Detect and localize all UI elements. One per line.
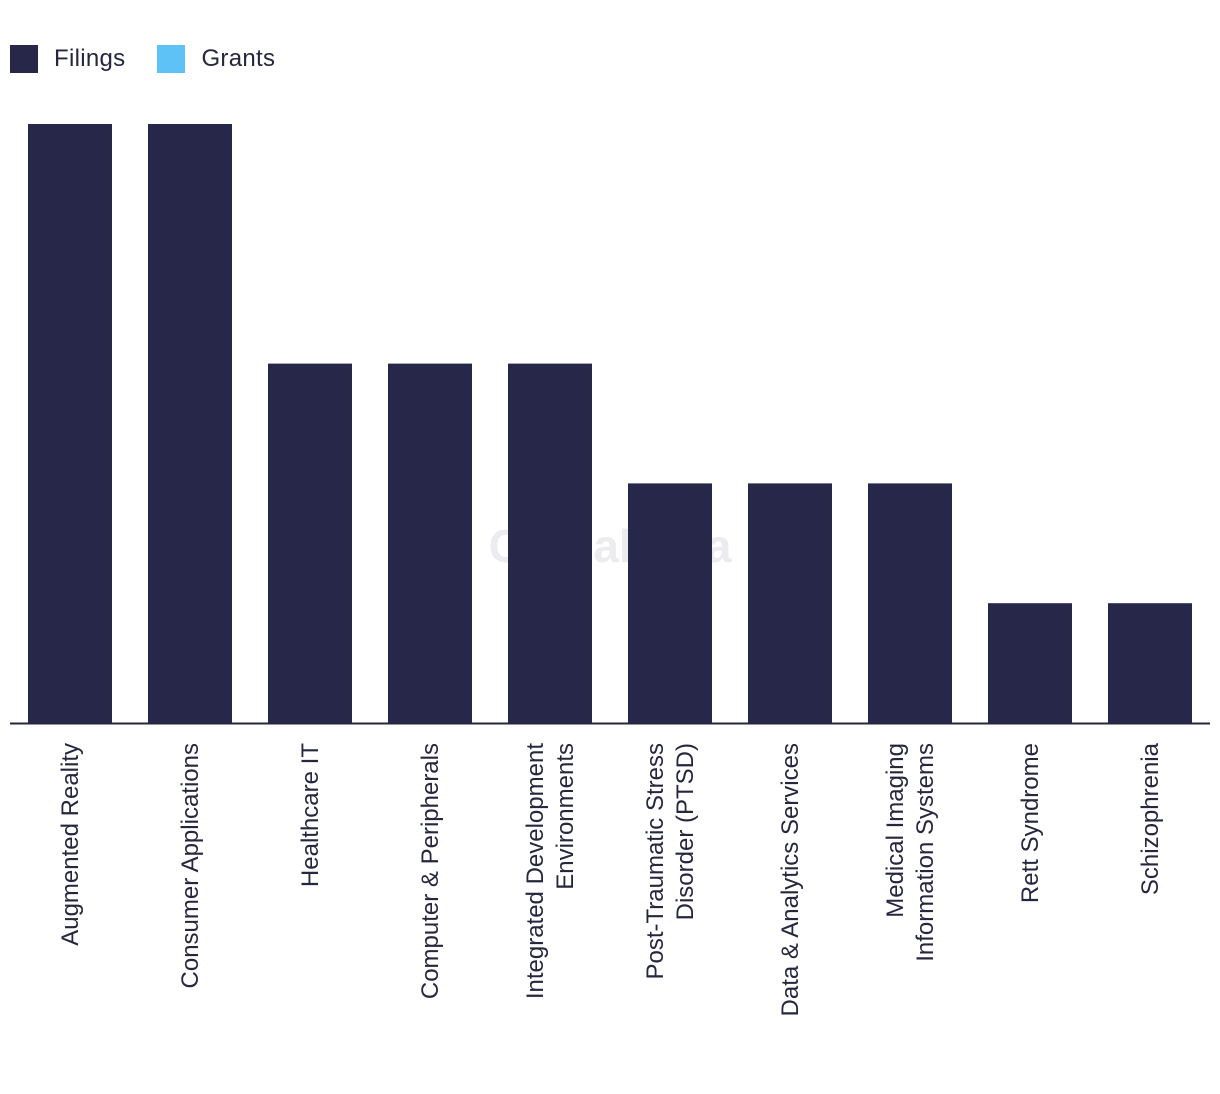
x-tick-label-6: Data & Analytics Services [777, 743, 804, 1016]
legend-swatch-grants [157, 45, 186, 73]
x-tick-label-line: Consumer Applications [177, 743, 204, 988]
x-tick-label-line: Medical Imaging [882, 743, 909, 918]
legend-swatch-filings [10, 45, 38, 73]
chart-legend: Filings Grants [10, 44, 307, 74]
bar-filings-4[interactable] [508, 363, 592, 723]
x-tick-labels: Augmented Reality Consumer Applications He… [57, 742, 1164, 1016]
legend-item-grants[interactable]: Grants [157, 45, 275, 73]
x-tick-label-3: Computer & Peripherals [417, 743, 444, 999]
bar-filings-7[interactable] [868, 483, 952, 723]
x-tick-label-line: Schizophrenia [1137, 742, 1164, 895]
x-tick-label-line: Data & Analytics Services [777, 743, 804, 1016]
bar-filings-0[interactable] [28, 124, 112, 723]
bar-filings-2[interactable] [268, 363, 352, 723]
bar-filings-9[interactable] [1108, 603, 1192, 723]
x-tick-label-7: Medical Imaging Information Systems [882, 743, 939, 962]
x-tick-label-5: Post-Traumatic Stress Disorder (PTSD) [642, 743, 699, 980]
bar-filings-5[interactable] [628, 483, 712, 723]
x-tick-label-4: Integrated Development Environments [522, 743, 579, 999]
bars-group [28, 124, 1192, 723]
x-tick-label-8: Rett Syndrome [1017, 743, 1044, 903]
x-tick-label-line: Augmented Reality [57, 743, 84, 946]
x-tick-label-line: Post-Traumatic Stress [642, 743, 669, 980]
x-tick-label-line: Healthcare IT [297, 743, 324, 887]
legend-label-grants: Grants [201, 45, 276, 72]
x-tick-label-0: Augmented Reality [57, 743, 84, 946]
bar-filings-3[interactable] [388, 363, 472, 723]
x-tick-label-line: Information Systems [912, 743, 939, 962]
bar-filings-1[interactable] [148, 124, 232, 723]
bar-filings-8[interactable] [988, 603, 1072, 723]
x-tick-label-line: Environments [552, 743, 579, 890]
x-tick-label-line: Integrated Development [522, 743, 549, 999]
bar-filings-6[interactable] [748, 483, 832, 723]
x-tick-label-9: Schizophrenia [1137, 742, 1164, 895]
legend-item-filings[interactable]: Filings [10, 45, 125, 73]
x-tick-label-2: Healthcare IT [297, 743, 324, 887]
legend-label-filings: Filings [54, 45, 126, 72]
x-tick-label-line: Rett Syndrome [1017, 743, 1044, 903]
x-tick-label-line: Disorder (PTSD) [672, 743, 699, 920]
x-tick-label-line: Computer & Peripherals [417, 743, 444, 999]
x-tick-label-1: Consumer Applications [177, 743, 204, 988]
